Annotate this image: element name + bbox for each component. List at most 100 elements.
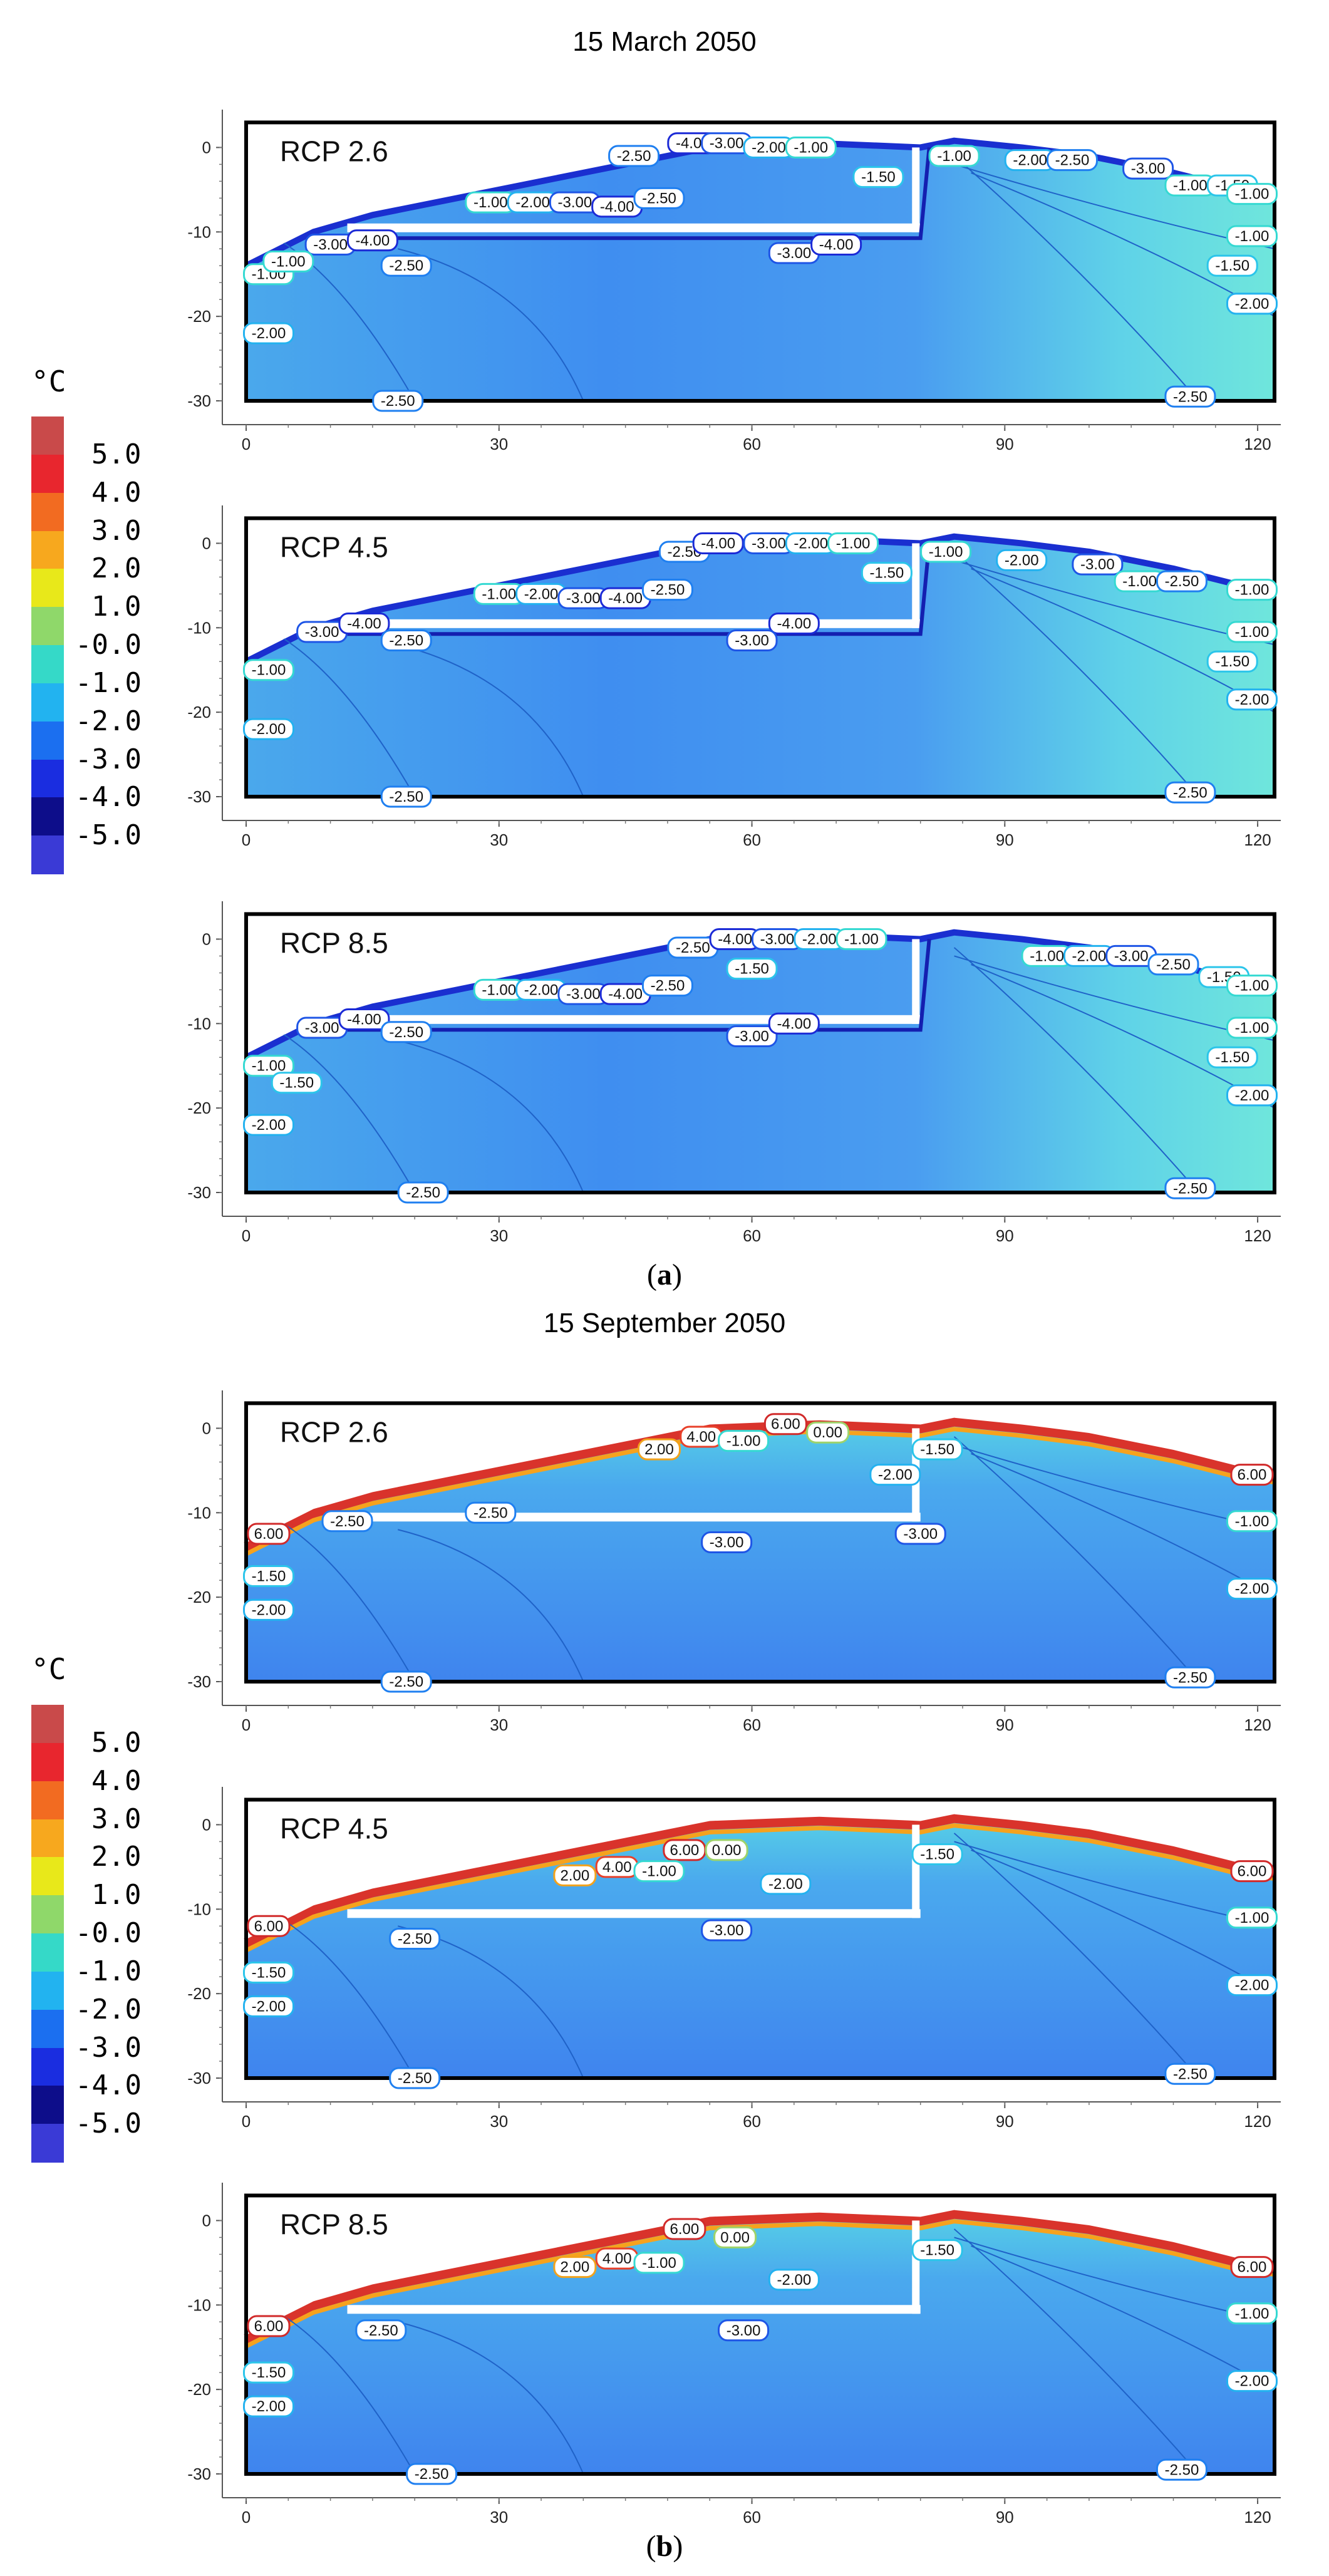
contour-label-bubble (1206, 254, 1258, 277)
contour-label-text: -1.00 (642, 1863, 676, 1880)
contour-value-label: -1.00 (835, 928, 887, 950)
contour-label-text: 2.00 (561, 2259, 590, 2276)
contour-label-text: -2.00 (1235, 1581, 1270, 1598)
contour-label-text: -2.00 (524, 586, 559, 603)
contour-label-text: -2.00 (1235, 1977, 1270, 1994)
contour-value-label: -3.00 (701, 1531, 753, 1553)
y-tick-label: -20 (187, 1588, 211, 1606)
contour-label-text: -2.00 (524, 981, 559, 998)
contour-label-bubble (996, 549, 1048, 571)
contour-label-text: -2.00 (1235, 296, 1270, 313)
contour-value-label: -2.50 (389, 1928, 441, 1950)
contour-value-label: -2.00 (243, 1995, 294, 2017)
contour-label-text: -2.00 (252, 2398, 286, 2415)
contour-value-label: -3.00 (726, 1025, 778, 1048)
contour-value-label: -3.00 (296, 1016, 348, 1039)
contour-value-label: -1.00 (1226, 1906, 1278, 1929)
plot-frame (244, 2193, 1276, 2476)
contour-label-bubble (553, 2256, 597, 2279)
contour-value-label: -1.50 (243, 1961, 294, 1984)
soil-region (246, 1421, 1275, 1682)
contour-value-label: -1.50 (243, 1565, 294, 1587)
contour-label-bubble (1226, 183, 1278, 205)
x-tick-label: 60 (743, 1226, 761, 1245)
x-tick-label: 30 (490, 1715, 508, 1734)
panel-label-b: (b) (646, 2530, 683, 2563)
contour-line (398, 1529, 584, 1682)
contour-label-text: -1.00 (482, 981, 516, 998)
contour-label-text: -2.00 (252, 721, 286, 738)
contour-label-bubble (1122, 157, 1174, 180)
x-tick-label: 90 (996, 435, 1014, 453)
colorbar-september-swatch-7 (31, 1971, 64, 2010)
contour-label-bubble (810, 234, 862, 256)
contour-label-bubble (1164, 385, 1216, 408)
contour-value-label: -2.50 (1156, 2458, 1207, 2481)
contour-label-bubble (1226, 1906, 1278, 1929)
contour-label-bubble (1226, 1016, 1278, 1039)
contour-label-bubble (355, 2319, 407, 2342)
scenario-label: RCP 8.5 (280, 2208, 388, 2240)
contour-label-text: -4.00 (777, 616, 811, 633)
contour-label-bubble (705, 1839, 748, 1861)
contour-value-label: -2.00 (515, 978, 567, 1001)
contour-label-bubble (1226, 1510, 1278, 1533)
contour-value-label: -1.50 (911, 1438, 963, 1461)
contour-label-text: -3.00 (1114, 948, 1149, 965)
contour-label-text: -2.00 (252, 1998, 286, 2015)
contour-value-label: -3.00 (304, 234, 356, 256)
colorbar-september-swatch-11 (31, 2124, 64, 2163)
contour-label-text: -4.00 (777, 1015, 811, 1032)
contour-label-text: -2.50 (617, 148, 651, 165)
contour-value-label: -3.00 (894, 1523, 946, 1545)
contour-line (953, 551, 1199, 797)
figure-title-march: 15 March 2050 (572, 26, 757, 57)
y-tick-label: -10 (187, 1503, 211, 1522)
plot-frame (244, 1401, 1276, 1684)
contour-value-label: -1.00 (1226, 2302, 1278, 2325)
contour-label-text: -1.00 (1235, 186, 1270, 203)
scenario-label: RCP 8.5 (280, 926, 388, 959)
contour-label-text: -1.00 (1235, 1910, 1270, 1927)
contour-value-label: -1.00 (243, 1055, 294, 1077)
contour-value-label: -4.00 (768, 1012, 820, 1035)
contour-label-text: -3.00 (305, 624, 339, 641)
contour-value-label: -1.00 (262, 251, 314, 272)
contour-value-label: 4.00 (595, 2247, 639, 2270)
contour-label-bubble (713, 2226, 757, 2248)
contour-label-bubble (806, 1421, 850, 1444)
x-tick-label: 0 (242, 1226, 251, 1245)
contour-label-bubble (1226, 688, 1278, 711)
colorbar-september-swatch-0 (31, 1705, 64, 1744)
contour-label-text: -3.00 (305, 1020, 339, 1037)
contour-label-text: -2.00 (1235, 2373, 1270, 2390)
contour-value-label: -1.00 (1226, 975, 1278, 997)
contour-value-label: -2.50 (380, 785, 432, 808)
colorbar-march-swatch-8 (31, 721, 64, 760)
contour-value-label: 6.00 (663, 1839, 706, 1861)
contour-label-bubble (380, 1021, 432, 1043)
colorbar-march-swatch-7 (31, 683, 64, 722)
contour-label-text: 0.00 (720, 2229, 750, 2246)
contour-label-text: -1.50 (252, 1568, 286, 1585)
contour-label-text: -3.00 (735, 1028, 769, 1045)
sky-mask (246, 1399, 1275, 1543)
contour-line (953, 2228, 1199, 2475)
contour-label-text: -1.00 (482, 586, 516, 603)
contour-value-label: -2.00 (243, 2395, 294, 2418)
contour-value-label: -1.00 (465, 191, 517, 214)
contour-line (398, 248, 584, 401)
contour-label-bubble (346, 229, 398, 252)
contour-value-label: -1.00 (1021, 944, 1073, 967)
y-tick-label: -10 (187, 1014, 211, 1033)
contour-label-bubble (1046, 149, 1098, 172)
panel-label-a: (a) (647, 1258, 682, 1291)
contour-line (398, 2321, 584, 2475)
contour-value-label: -4.00 (346, 229, 398, 252)
colorbar-march-tick-label: 2.0 (91, 552, 142, 585)
colorbar-march-swatch-11 (31, 835, 64, 874)
contour-line (279, 1520, 416, 1682)
contour-value-label: -3.00 (751, 928, 803, 950)
contour-label-text: -2.50 (1173, 388, 1207, 405)
contour-value-label: -1.00 (928, 145, 980, 167)
